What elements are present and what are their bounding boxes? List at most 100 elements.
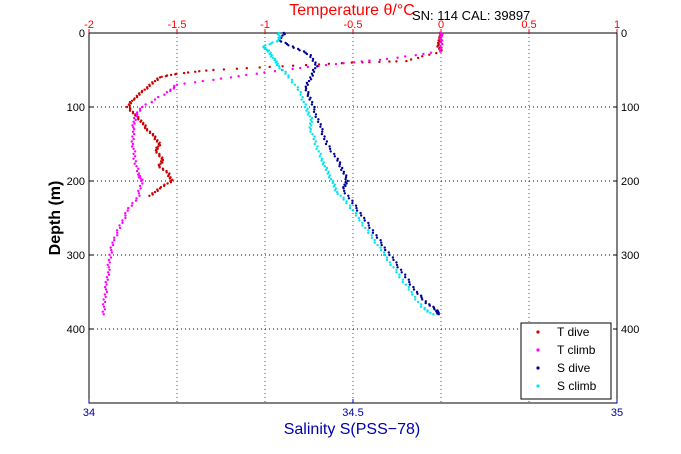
data-point: [438, 48, 441, 51]
y-axis-label: Depth (m): [47, 181, 64, 256]
data-point: [287, 44, 290, 47]
data-point: [237, 75, 240, 78]
top-axis-ticks: -2 -1.5 -1 -0.5 0 0.5 1: [84, 19, 620, 33]
data-point: [304, 89, 307, 92]
data-point: [388, 60, 391, 63]
data-point: [404, 276, 407, 279]
series-s-climb: [262, 31, 435, 316]
data-point: [235, 67, 239, 71]
data-point: [106, 263, 109, 267]
data-point: [321, 130, 324, 133]
data-point: [409, 58, 413, 61]
data-point: [385, 258, 389, 262]
data-point: [333, 183, 336, 186]
data-point: [345, 174, 348, 177]
data-point: [309, 54, 312, 57]
data-point: [284, 72, 287, 75]
data-point: [378, 58, 382, 61]
data-point: [174, 73, 177, 76]
data-point: [360, 214, 363, 217]
data-point: [385, 57, 389, 61]
data-point: [106, 271, 110, 274]
data-point: [124, 211, 127, 215]
y-tick-label-right: 100: [621, 102, 639, 114]
legend-marker: [536, 330, 540, 334]
data-point: [359, 211, 362, 215]
data-point: [380, 243, 383, 247]
data-point: [320, 132, 324, 136]
data-point: [124, 216, 127, 220]
data-point: [105, 283, 108, 286]
data-point: [351, 199, 354, 202]
data-point: [298, 49, 301, 52]
data-point: [308, 115, 312, 118]
data-point: [158, 155, 161, 158]
data-point: [347, 197, 351, 200]
legend-label: S dive: [557, 361, 591, 375]
data-point: [333, 155, 336, 158]
data-point: [258, 66, 261, 69]
data-point: [141, 105, 144, 109]
data-point: [336, 157, 339, 160]
data-point: [440, 46, 443, 49]
data-point: [141, 182, 144, 185]
data-point: [151, 193, 154, 196]
data-point: [408, 283, 412, 286]
data-point: [161, 161, 164, 164]
data-point: [357, 216, 361, 220]
data-point: [424, 301, 427, 305]
data-point: [279, 40, 283, 43]
data-point: [134, 160, 138, 163]
data-point: [131, 130, 135, 133]
data-point: [382, 253, 386, 257]
bottom-axis-ticks: 34 34.5 35: [83, 399, 623, 419]
data-point: [340, 168, 343, 172]
data-point: [347, 194, 350, 197]
data-point: [368, 59, 371, 62]
data-point: [144, 103, 147, 106]
data-point: [135, 165, 138, 168]
data-point: [186, 71, 190, 74]
data-point: [314, 115, 317, 119]
data-point: [130, 145, 134, 148]
data-point: [309, 78, 313, 81]
data-point: [439, 34, 442, 37]
data-point: [410, 290, 413, 294]
data-point: [336, 190, 339, 194]
data-point: [299, 66, 302, 70]
data-point: [411, 293, 414, 296]
data-point: [419, 294, 423, 297]
data-point: [305, 81, 309, 85]
data-point: [388, 261, 392, 264]
data-point: [305, 109, 308, 112]
data-point: [139, 120, 142, 124]
bottom-tick-label: 34: [83, 407, 95, 419]
bottom-axis-label: Salinity S(PSS−78): [284, 421, 421, 438]
data-point: [391, 256, 395, 259]
data-point: [360, 60, 363, 63]
data-point: [375, 234, 378, 237]
data-point: [379, 239, 382, 242]
data-point: [309, 76, 312, 79]
data-point: [334, 187, 338, 190]
data-point: [420, 296, 423, 299]
data-point: [433, 308, 436, 311]
data-point: [315, 147, 318, 151]
data-point: [296, 86, 300, 89]
data-point: [201, 79, 204, 83]
data-point: [306, 92, 310, 96]
data-point: [331, 179, 335, 183]
data-point: [175, 83, 179, 87]
data-point: [165, 91, 169, 94]
data-point: [290, 78, 294, 82]
data-point: [306, 65, 309, 69]
legend-marker: [536, 366, 540, 370]
data-point: [382, 251, 386, 254]
data-point: [150, 100, 153, 104]
data-point: [423, 306, 426, 310]
data-point: [437, 313, 440, 316]
data-point: [107, 258, 111, 262]
data-point: [314, 113, 318, 116]
bottom-tick-label: 35: [611, 407, 623, 419]
data-point: [307, 79, 311, 83]
